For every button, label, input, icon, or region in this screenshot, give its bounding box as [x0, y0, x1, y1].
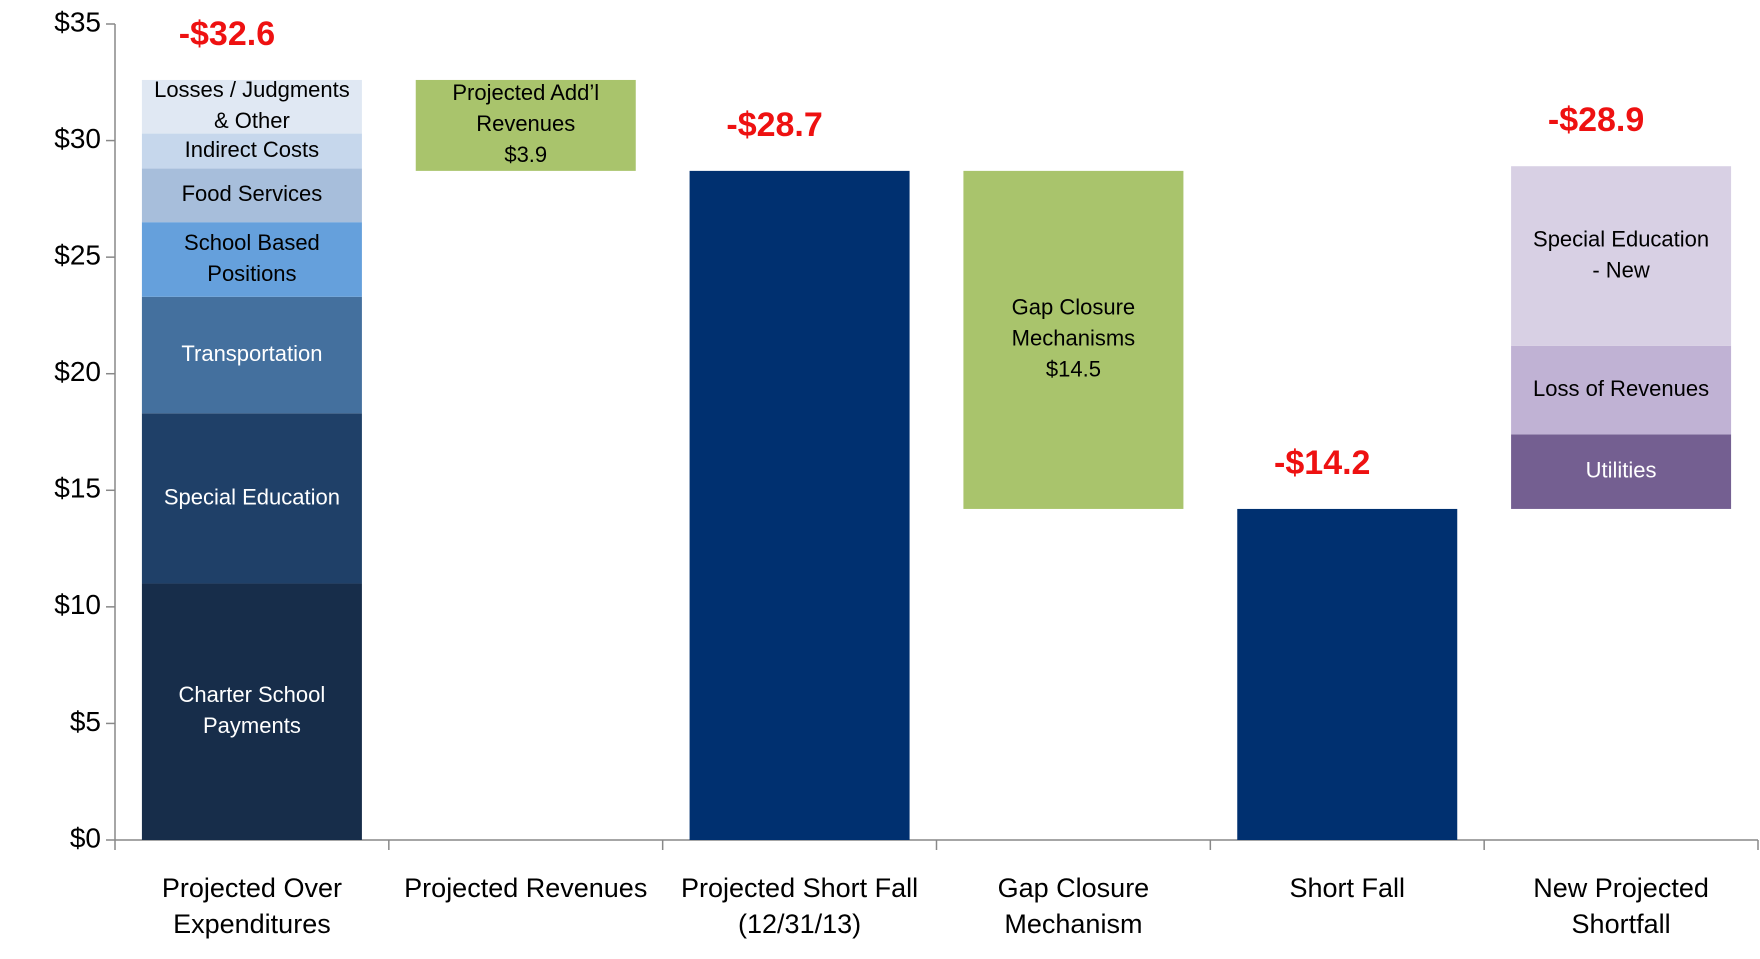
bar-segment	[141, 296, 362, 414]
segment-label: Utilities	[1586, 457, 1657, 482]
total-label: -$28.7	[726, 106, 822, 144]
x-tick-label: Mechanism	[1004, 909, 1142, 939]
segment-label: Payments	[203, 713, 301, 738]
segment-label: Mechanisms	[1012, 326, 1135, 351]
segment-label: Losses / Judgments	[154, 77, 350, 102]
x-tick-label: (12/31/13)	[738, 909, 861, 939]
total-label: -$14.2	[1274, 444, 1370, 482]
total-label: -$28.9	[1548, 101, 1644, 139]
x-tick-label: Projected Over	[162, 873, 342, 903]
bar-segment	[141, 413, 362, 584]
segment-label: Projected Add’l	[452, 80, 599, 105]
y-tick-label: $10	[54, 589, 101, 620]
segment-label: Special Education	[164, 484, 340, 509]
segment-label: Gap Closure	[1012, 295, 1136, 320]
segment-label: $3.9	[504, 142, 547, 167]
segment-label: Revenues	[476, 111, 575, 136]
segment-label: - New	[1592, 257, 1650, 282]
segment-label: Special Education	[1533, 226, 1709, 251]
bar-segment	[689, 170, 910, 840]
y-tick-label: $5	[70, 706, 101, 737]
bar-segment	[1511, 345, 1732, 435]
x-tick-label: Projected Short Fall	[681, 873, 918, 903]
segment-label: Loss of Revenues	[1533, 376, 1709, 401]
segment-label: Positions	[207, 261, 296, 286]
bar-segment	[963, 170, 1184, 509]
segment-label: Food Services	[182, 181, 323, 206]
y-tick-label: $30	[54, 123, 101, 154]
x-tick-label: Short Fall	[1289, 873, 1405, 903]
total-label: -$32.6	[179, 15, 275, 53]
x-tick-label: Expenditures	[173, 909, 331, 939]
segment-label: Charter School	[179, 682, 326, 707]
y-tick-label: $0	[70, 822, 101, 853]
segment-label: Indirect Costs	[185, 137, 320, 162]
bar-segment	[1511, 434, 1732, 509]
bar-segment	[141, 79, 362, 134]
bar-segment	[141, 168, 362, 223]
bar-segment	[1237, 508, 1458, 840]
bar-segment	[141, 133, 362, 169]
segment-label: & Other	[214, 108, 290, 133]
x-tick-label: New Projected	[1533, 873, 1709, 903]
x-tick-label: Gap Closure	[998, 873, 1150, 903]
y-tick-label: $35	[54, 6, 101, 37]
segment-label: $14.5	[1046, 357, 1101, 382]
x-tick-label: Shortfall	[1572, 909, 1671, 939]
y-tick-label: $25	[54, 240, 101, 271]
y-tick-label: $20	[54, 356, 101, 387]
bar-segment	[141, 583, 362, 840]
segment-label: Transportation	[181, 341, 322, 366]
bar-segment	[415, 79, 636, 171]
bar-segment	[141, 222, 362, 297]
bar-segment	[1511, 166, 1732, 346]
segment-label: School Based	[184, 230, 320, 255]
x-tick-label: Projected Revenues	[404, 873, 647, 903]
y-tick-label: $15	[54, 473, 101, 504]
